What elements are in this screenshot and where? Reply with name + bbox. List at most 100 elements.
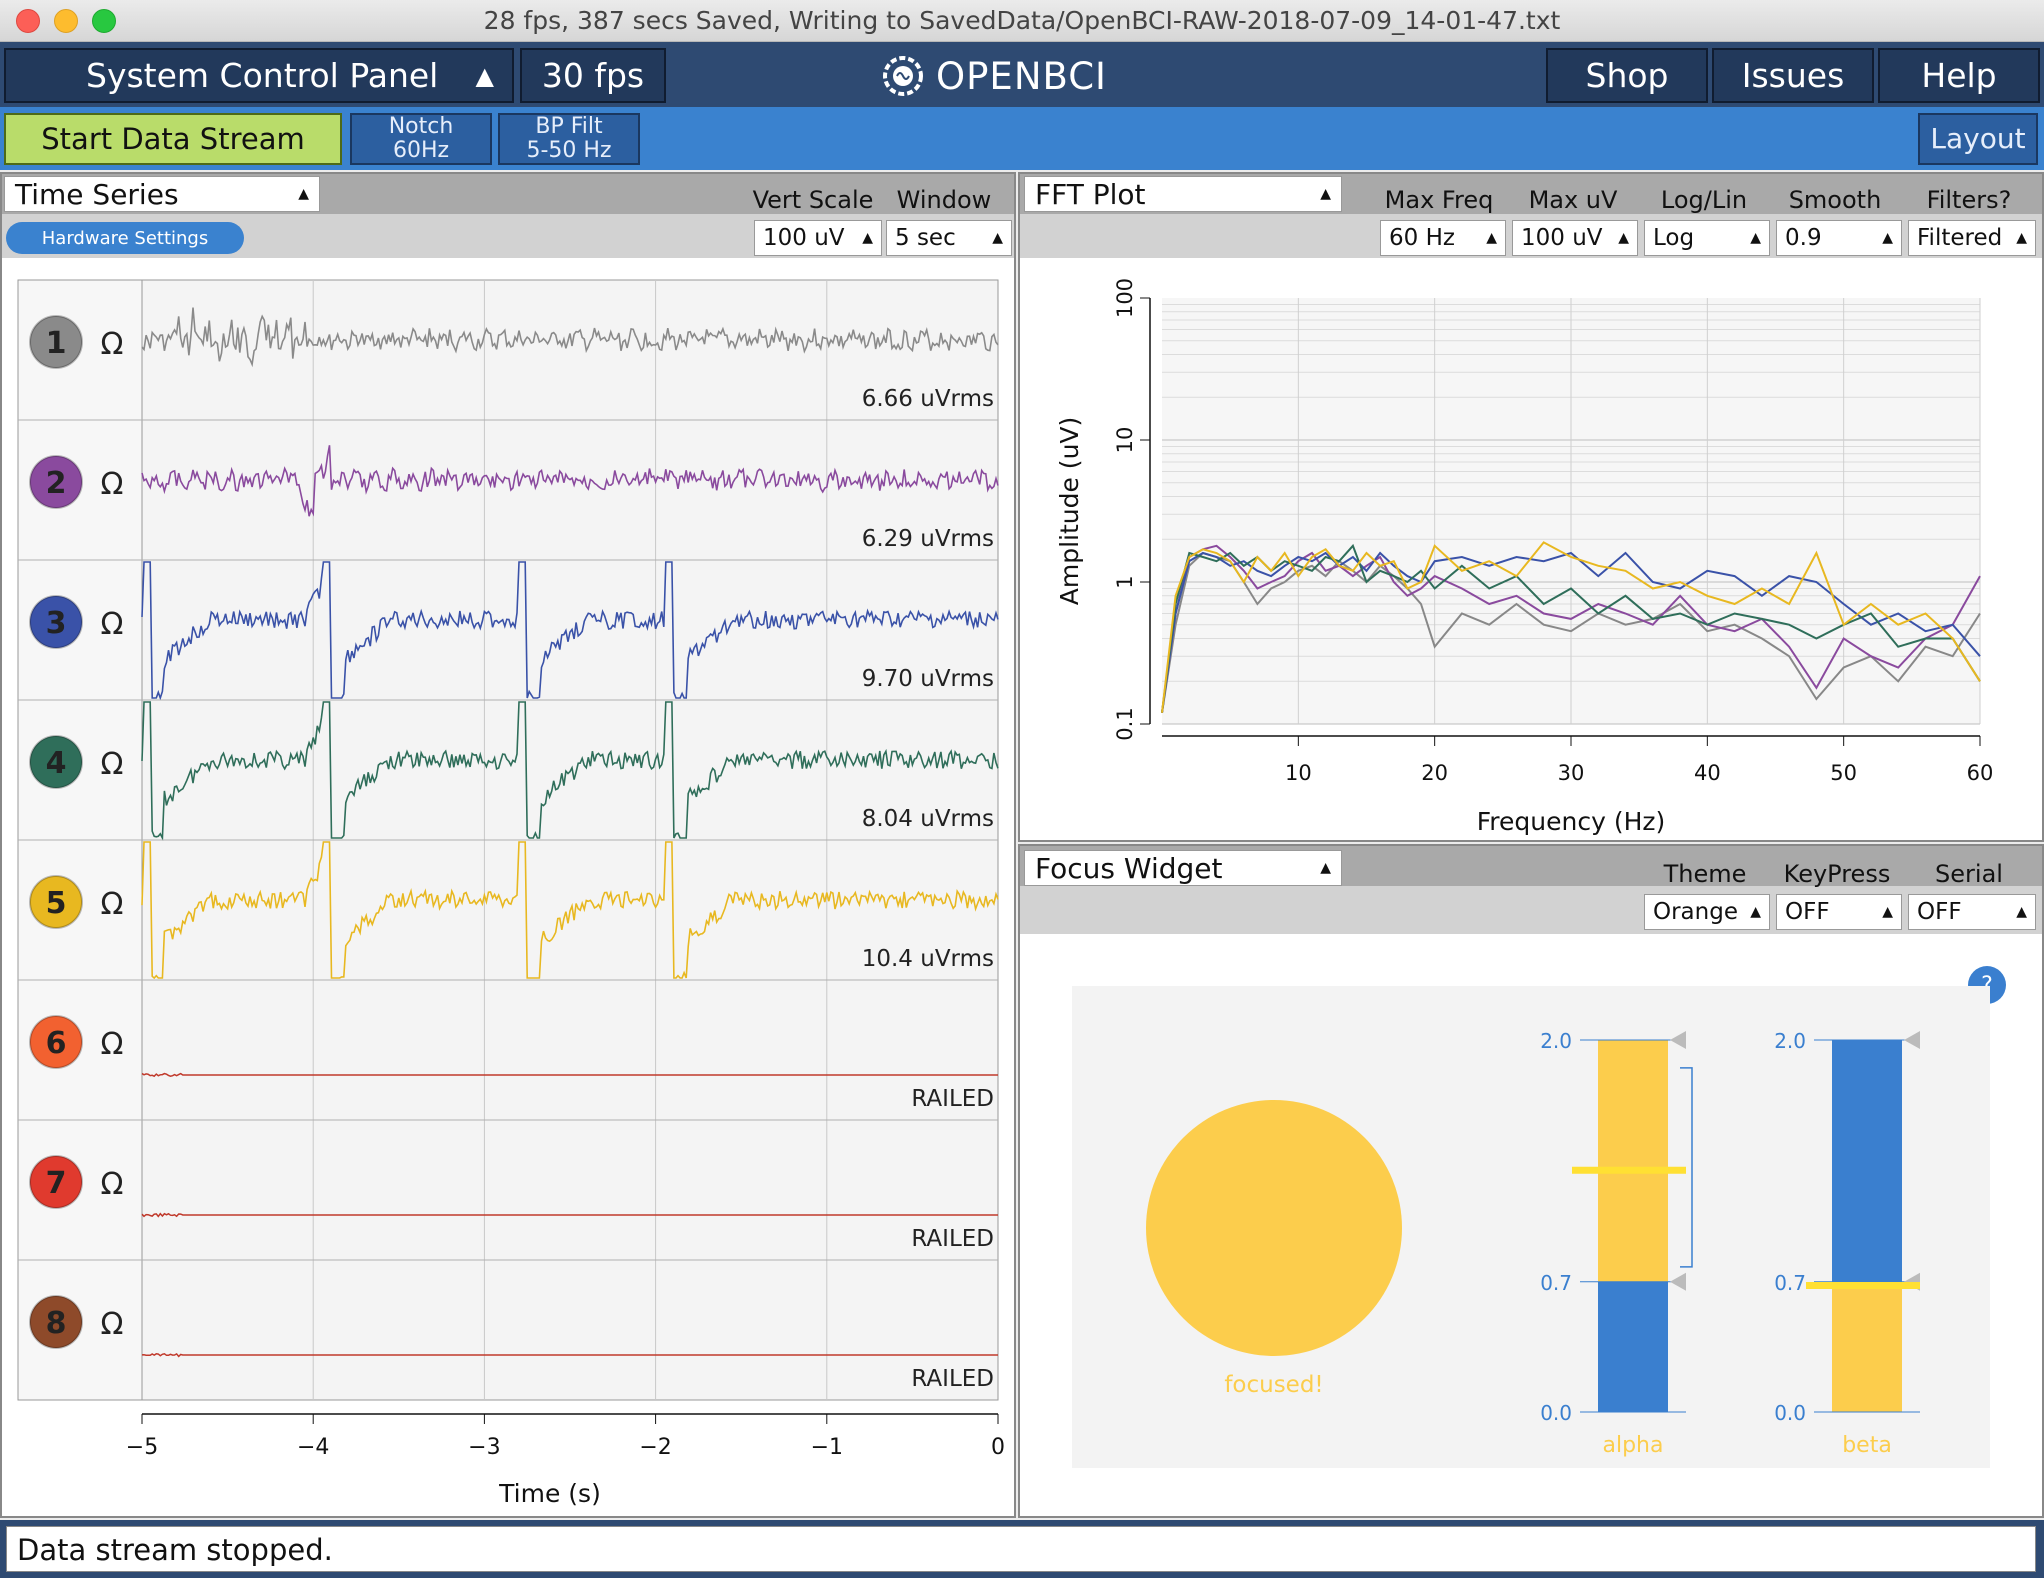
fft-y-tick-label: 10	[1113, 427, 1137, 454]
fps-selector[interactable]: 30 fps	[520, 48, 666, 103]
maximize-window-button[interactable]	[92, 9, 116, 33]
help-button[interactable]: Help	[1878, 48, 2040, 103]
minimize-window-button[interactable]	[54, 9, 78, 33]
impedance-omega-icon: Ω	[101, 1167, 124, 1202]
channel-indicator-6	[29, 1015, 83, 1069]
beta-lower-region	[1832, 1281, 1902, 1412]
serial-dropdown[interactable]: OFF ▲	[1908, 894, 2036, 930]
widget-selector-time-series[interactable]: Time Series ▲	[4, 176, 320, 212]
impedance-omega-icon: Ω	[101, 1307, 124, 1342]
hardware-settings-label: Hardware Settings	[41, 227, 209, 249]
fft-y-tick-label: 0.1	[1113, 707, 1137, 740]
channel-rms-4: 8.04 uVrms	[862, 806, 994, 832]
fft-x-tick-label: 60	[1967, 761, 1994, 785]
alpha-range-bracket	[1680, 1067, 1693, 1268]
fft-series-line-3	[1161, 543, 1981, 713]
theme-label: Theme	[1663, 860, 1747, 888]
channel-number-4: 4	[46, 746, 67, 781]
max-uv-value: 100 uV	[1521, 225, 1603, 251]
alpha-tick-label: 0.0	[1540, 1401, 1572, 1425]
impedance-omega-icon: Ω	[101, 747, 124, 782]
alpha-tick-label: 0.7	[1540, 1271, 1572, 1295]
window-value: 5 sec	[895, 225, 956, 251]
smooth-label: Smooth	[1788, 186, 1882, 214]
fft-y-tick-label: 1	[1113, 575, 1137, 588]
channel-rms-1: 6.66 uVrms	[862, 386, 994, 412]
keypress-value: OFF	[1785, 899, 1830, 925]
channel-trace-5	[141, 841, 999, 980]
channel-indicator-7	[29, 1155, 83, 1209]
focus-indicator-circle	[1146, 1100, 1402, 1356]
caret-up-icon: ▲	[1882, 230, 1893, 246]
channel-indicator-1	[29, 315, 83, 369]
filters-dropdown[interactable]: Filtered ▲	[1908, 220, 2036, 256]
openbci-logo: OPENBCI	[880, 50, 1180, 102]
widget-selector-focus[interactable]: Focus Widget ▲	[1024, 850, 1342, 886]
window-dropdown[interactable]: 5 sec ▲	[886, 220, 1012, 256]
time-tick-label: 0	[991, 1435, 1005, 1460]
fft-chart: 100 10 1 0.1 10 20 30 40 50 60 Frequency (Hz) Ampli…	[1055, 278, 1994, 836]
smooth-dropdown[interactable]: 0.9 ▲	[1776, 220, 1902, 256]
caret-up-icon: ▲	[992, 230, 1003, 246]
fft-x-axis-title: Frequency (Hz)	[1477, 807, 1666, 836]
impedance-omega-icon: Ω	[101, 327, 124, 362]
keypress-label: KeyPress	[1783, 860, 1891, 888]
impedance-omega-icon: Ω	[101, 467, 124, 502]
keypress-dropdown[interactable]: OFF ▲	[1776, 894, 1902, 930]
beta-tick-label: 0.0	[1774, 1401, 1806, 1425]
channel-number-1: 1	[46, 326, 67, 361]
caret-up-icon: ▲	[1320, 860, 1331, 876]
max-uv-label: Max uV	[1528, 186, 1618, 214]
focus-status-text: focused!	[1224, 1372, 1324, 1398]
alpha-threshold-marker	[1670, 1031, 1686, 1049]
issues-button[interactable]: Issues	[1712, 48, 1874, 103]
channel-indicator-4	[29, 735, 83, 789]
alpha-threshold-marker	[1670, 1272, 1686, 1291]
smooth-value: 0.9	[1785, 225, 1822, 251]
fft-series-line-4	[1161, 541, 1981, 713]
notch-filter-button[interactable]: Notch 60Hz	[350, 113, 492, 165]
channel-rms-8: RAILED	[911, 1366, 994, 1392]
close-window-button[interactable]	[16, 9, 40, 33]
fft-title: FFT Plot	[1035, 177, 1146, 211]
help-icon: ?	[1981, 972, 1993, 998]
time-tick-label: −2	[639, 1435, 671, 1460]
channel-number-2: 2	[46, 466, 67, 501]
alpha-tick-label: 2.0	[1540, 1029, 1572, 1053]
hardware-settings-button[interactable]: Hardware Settings	[6, 222, 244, 254]
channel-rms-5: 10.4 uVrms	[862, 946, 994, 972]
system-control-panel-button[interactable]: System Control Panel ▲	[4, 48, 514, 103]
fft-x-tick-label: 10	[1285, 761, 1312, 785]
vert-scale-dropdown[interactable]: 100 uV ▲	[754, 220, 882, 256]
focus-bars: 2.0 0.7 0.0 alpha 2.0 0.7 0.0 beta	[1540, 1029, 1920, 1458]
layout-button[interactable]: Layout	[1918, 113, 2038, 165]
notch-label: Notch	[388, 114, 454, 139]
alpha-upper-region	[1598, 1040, 1668, 1282]
log-lin-value: Log	[1653, 225, 1695, 251]
bp-filter-label: BP Filt	[535, 114, 603, 139]
channel-number-8: 8	[46, 1306, 67, 1341]
filters-value: Filtered	[1917, 225, 2003, 251]
caret-up-icon: ▲	[1320, 186, 1331, 202]
max-uv-dropdown[interactable]: 100 uV ▲	[1512, 220, 1638, 256]
start-data-stream-button[interactable]: Start Data Stream	[4, 113, 342, 165]
fps-label: 30 fps	[541, 56, 645, 95]
max-freq-value: 60 Hz	[1389, 225, 1455, 251]
bandpass-filter-button[interactable]: BP Filt 5-50 Hz	[498, 113, 640, 165]
caret-up-icon: ▲	[475, 61, 494, 90]
max-freq-dropdown[interactable]: 60 Hz ▲	[1380, 220, 1506, 256]
fft-x-tick-label: 30	[1558, 761, 1585, 785]
log-lin-dropdown[interactable]: Log ▲	[1644, 220, 1770, 256]
vert-scale-value: 100 uV	[763, 225, 845, 251]
serial-label: Serial	[1935, 860, 2003, 888]
caret-up-icon: ▲	[1882, 904, 1893, 920]
theme-dropdown[interactable]: Orange ▲	[1644, 894, 1770, 930]
layout-label: Layout	[1930, 122, 2026, 155]
widget-selector-fft[interactable]: FFT Plot ▲	[1024, 176, 1342, 212]
impedance-omega-icon: Ω	[101, 1027, 124, 1062]
logo-text: OPENBCI	[936, 54, 1107, 98]
shop-button[interactable]: Shop	[1546, 48, 1708, 103]
max-freq-label: Max Freq	[1384, 186, 1494, 214]
start-data-stream-label: Start Data Stream	[41, 122, 305, 156]
